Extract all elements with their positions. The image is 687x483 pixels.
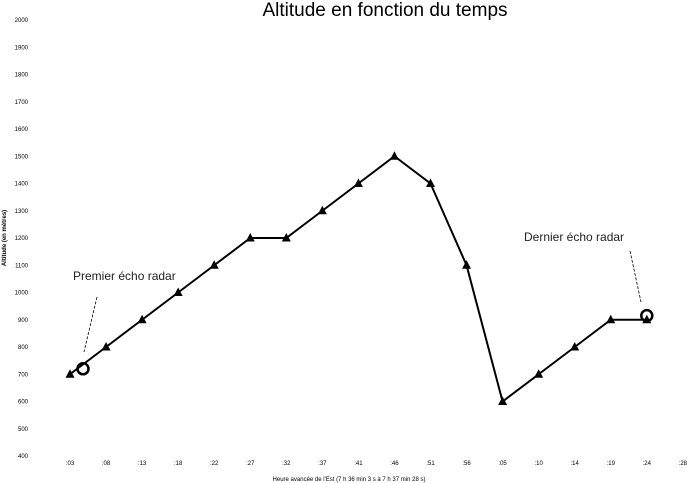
data-point [173, 287, 183, 296]
data-point [534, 369, 544, 378]
data-point [498, 396, 508, 405]
x-axis-label: Heure avancée de l'Est (7 h 36 min 3 s à… [273, 477, 426, 483]
x-tick-label: :24 [643, 461, 652, 467]
y-tick-label: 1000 [15, 291, 29, 297]
x-tick-label: :10 [534, 461, 543, 467]
annotation-leader [83, 296, 98, 353]
y-tick-label: 500 [18, 427, 29, 433]
x-tick-label: :08 [102, 461, 111, 467]
x-tick-label: :27 [246, 461, 255, 467]
y-axis-label: Altitude (en mètres) [2, 210, 8, 266]
annotation-label: Dernier écho radar [524, 230, 624, 244]
data-point [389, 151, 399, 160]
y-tick-label: 1600 [15, 127, 29, 133]
y-tick-label: 2000 [15, 18, 29, 24]
radar-echo-marker [640, 308, 654, 323]
x-tick-label: :37 [318, 461, 327, 467]
x-tick-label: :19 [607, 461, 616, 467]
data-point [65, 369, 75, 378]
y-tick-label: 1800 [15, 73, 29, 79]
data-point [245, 233, 255, 242]
data-point [570, 342, 580, 351]
data-point [353, 178, 363, 187]
data-point [426, 178, 435, 187]
data-point [209, 260, 219, 269]
y-tick-label: 1400 [15, 182, 29, 188]
x-tick-label: :03 [66, 461, 75, 467]
chart-title: Altitude en fonction du temps [262, 0, 507, 21]
x-tick-label: :32 [282, 461, 291, 467]
y-tick-label: 1300 [15, 209, 29, 215]
data-point [317, 205, 327, 215]
x-tick-label: :46 [390, 461, 399, 467]
y-tick-label: 900 [18, 318, 29, 324]
data-point [101, 342, 111, 351]
x-tick-label: :14 [571, 461, 580, 467]
x-tick-label: :22 [210, 461, 219, 467]
y-tick-label: 1100 [15, 263, 29, 269]
y-tick-label: 800 [18, 345, 29, 351]
y-tick-label: 1500 [15, 154, 29, 160]
data-point [137, 314, 147, 324]
y-tick-label: 1200 [15, 236, 29, 242]
annotation-label: Premier écho radar [73, 269, 176, 283]
radar-echo-marker [76, 362, 90, 376]
x-tick-label: :28 [679, 461, 687, 467]
y-tick-label: 700 [18, 372, 29, 378]
x-tick-label: :13 [138, 461, 147, 467]
y-tick-label: 400 [18, 454, 29, 460]
annotation-leader [629, 250, 642, 303]
data-point [606, 314, 616, 324]
y-axis: 400 500 600 700 800 900 1000 1100 1200 1300 1400 15… [15, 18, 29, 460]
x-tick-label: :51 [426, 461, 435, 467]
data-point [462, 260, 472, 269]
y-tick-label: 1700 [15, 100, 29, 106]
x-axis: :03 :08 :13 :18 :22 :27 :32 :37 :41 :46 :51 :56 :05:… [66, 461, 687, 467]
annotations: Premier écho radar Dernier écho radar [73, 230, 654, 376]
x-tick-label: :05 [498, 461, 507, 467]
data-point [281, 233, 291, 242]
x-tick-label: :41 [354, 461, 363, 467]
x-tick-label: :56 [462, 461, 471, 467]
y-tick-label: 600 [18, 400, 29, 406]
x-tick-label: :18 [174, 461, 183, 467]
y-tick-label: 1900 [15, 45, 29, 51]
